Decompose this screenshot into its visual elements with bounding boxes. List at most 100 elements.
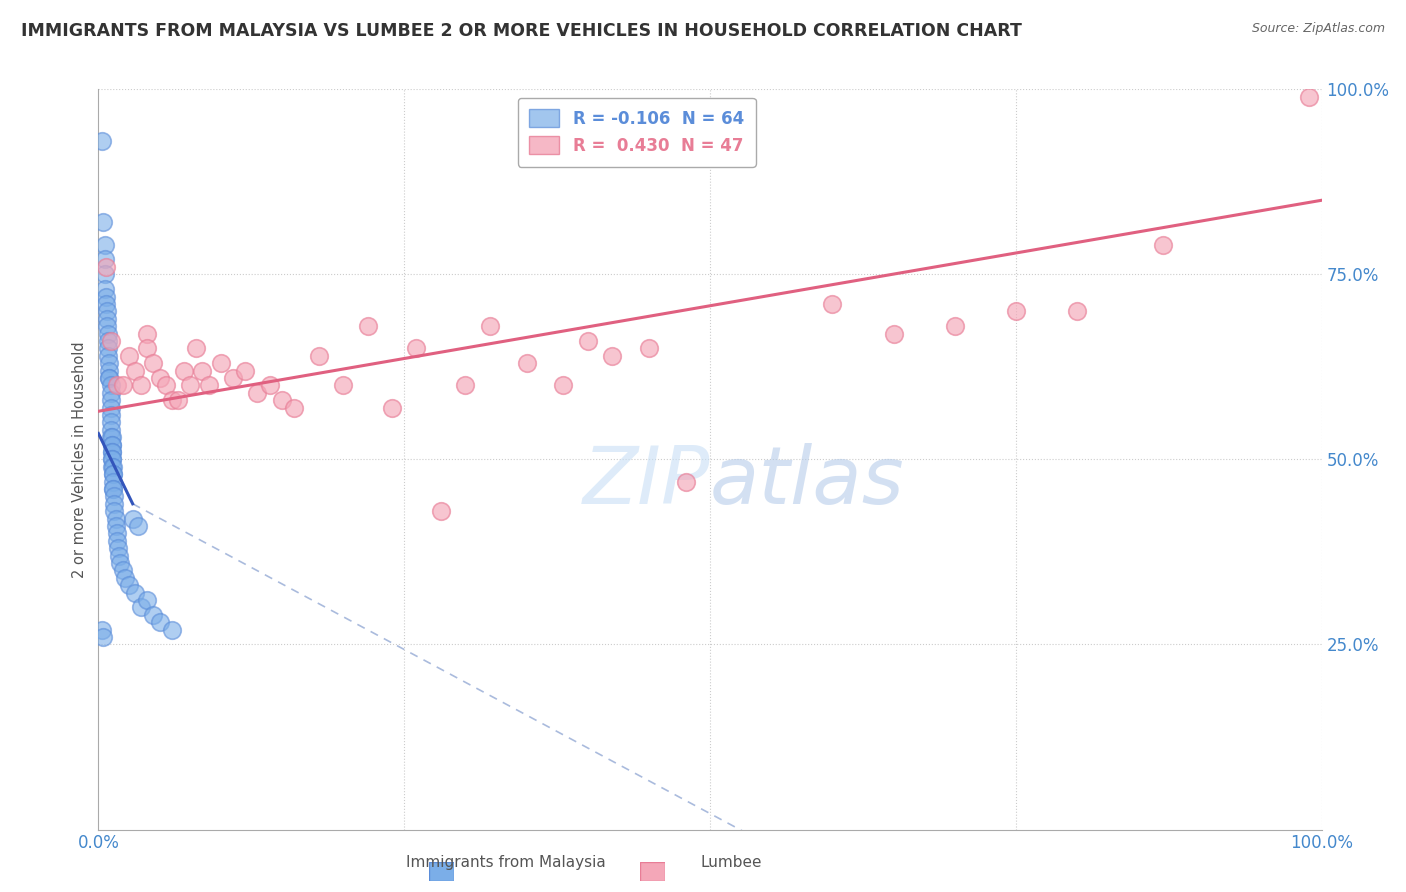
Point: [186, 341, 208, 355]
Point: [149, 615, 172, 630]
Point: [675, 475, 697, 489]
Point: [478, 319, 501, 334]
Point: [515, 356, 537, 370]
Point: [100, 378, 122, 392]
Point: [100, 423, 122, 437]
Point: [118, 578, 141, 592]
Point: [222, 371, 245, 385]
Point: [101, 445, 124, 459]
Point: [101, 467, 124, 482]
Point: [105, 378, 128, 392]
Point: [1066, 304, 1088, 318]
Point: [100, 334, 122, 348]
Point: [101, 459, 124, 474]
Point: [104, 511, 127, 525]
Point: [101, 482, 124, 496]
Point: [124, 363, 146, 377]
Point: [91, 215, 114, 229]
Point: [97, 349, 120, 363]
Point: [114, 571, 136, 585]
Point: [259, 378, 281, 392]
Point: [121, 511, 143, 525]
Point: [600, 349, 623, 363]
Point: [136, 341, 159, 355]
Text: atlas: atlas: [710, 442, 905, 521]
Point: [108, 549, 131, 563]
Point: [103, 497, 125, 511]
Point: [160, 393, 183, 408]
Point: [356, 319, 378, 334]
Point: [98, 363, 121, 377]
Point: [98, 371, 121, 385]
Point: [94, 260, 117, 274]
Point: [111, 564, 134, 578]
Point: [1004, 304, 1026, 318]
Point: [233, 363, 256, 377]
Point: [103, 489, 125, 503]
Point: [127, 519, 149, 533]
Point: [101, 430, 124, 444]
Point: [101, 482, 124, 496]
Point: [103, 504, 125, 518]
Point: [118, 349, 141, 363]
Point: [173, 363, 195, 377]
Text: Lumbee: Lumbee: [700, 855, 762, 870]
Point: [101, 452, 124, 467]
Point: [136, 593, 159, 607]
Point: [100, 408, 122, 422]
Point: [101, 467, 124, 482]
Point: [96, 304, 118, 318]
Point: [94, 289, 117, 303]
Point: [101, 437, 124, 451]
Point: [91, 630, 114, 644]
Point: [637, 341, 661, 355]
Point: [100, 401, 122, 415]
Point: [576, 334, 599, 348]
Point: [110, 556, 132, 570]
Point: [93, 268, 115, 282]
Point: [553, 378, 575, 392]
Text: Source: ZipAtlas.com: Source: ZipAtlas.com: [1251, 22, 1385, 36]
Point: [308, 349, 330, 363]
Text: Immigrants from Malaysia: Immigrants from Malaysia: [406, 855, 606, 870]
Point: [179, 378, 201, 392]
Point: [129, 600, 152, 615]
Point: [98, 356, 121, 370]
Point: [209, 356, 232, 370]
Point: [93, 252, 115, 267]
Point: [149, 371, 172, 385]
Legend: R = -0.106  N = 64, R =  0.430  N = 47: R = -0.106 N = 64, R = 0.430 N = 47: [517, 97, 755, 167]
Text: IMMIGRANTS FROM MALAYSIA VS LUMBEE 2 OR MORE VEHICLES IN HOUSEHOLD CORRELATION C: IMMIGRANTS FROM MALAYSIA VS LUMBEE 2 OR …: [21, 22, 1022, 40]
Point: [129, 378, 152, 392]
Y-axis label: 2 or more Vehicles in Household: 2 or more Vehicles in Household: [72, 341, 87, 578]
Point: [97, 341, 120, 355]
Point: [91, 623, 114, 637]
Point: [883, 326, 905, 341]
Point: [1152, 237, 1174, 252]
Point: [101, 475, 124, 489]
Point: [142, 356, 165, 370]
Text: ZIP: ZIP: [582, 442, 710, 521]
Point: [105, 526, 128, 541]
Point: [101, 459, 124, 474]
Point: [97, 334, 120, 348]
Point: [136, 326, 159, 341]
Point: [283, 401, 305, 415]
Point: [100, 393, 122, 408]
Point: [430, 504, 453, 518]
Point: [100, 415, 122, 429]
Point: [381, 401, 404, 415]
Point: [101, 445, 124, 459]
Point: [821, 297, 844, 311]
Point: [100, 430, 122, 444]
Point: [91, 134, 114, 148]
Point: [107, 541, 129, 556]
Point: [454, 378, 477, 392]
Point: [270, 393, 294, 408]
Point: [142, 607, 165, 622]
Point: [101, 452, 124, 467]
Point: [155, 378, 177, 392]
Point: [160, 623, 183, 637]
Point: [332, 378, 354, 392]
Point: [96, 311, 118, 326]
